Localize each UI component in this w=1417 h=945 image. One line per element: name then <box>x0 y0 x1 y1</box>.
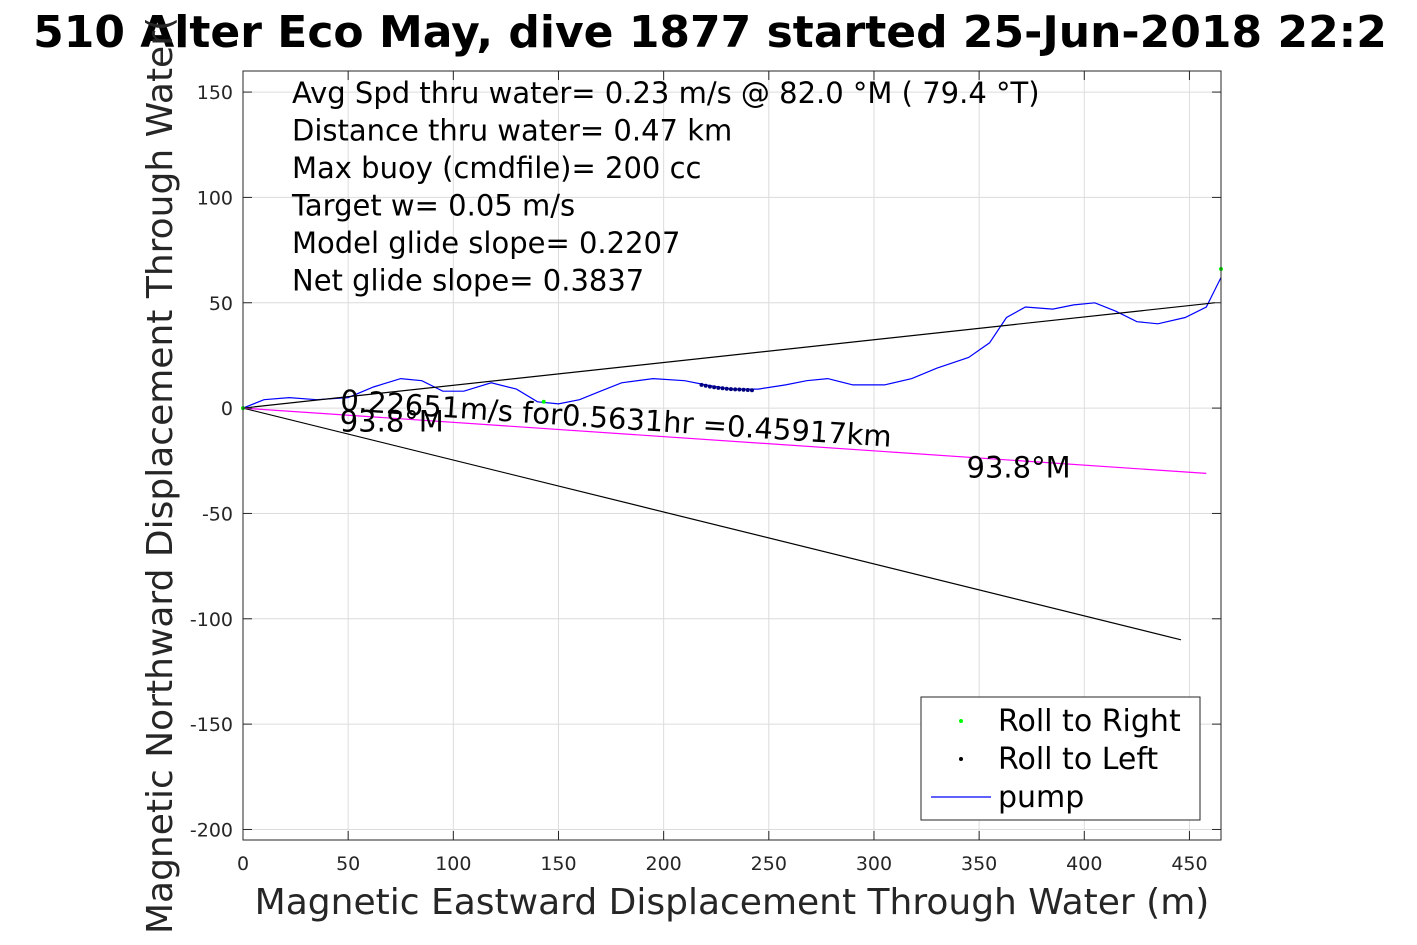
legend-swatch-roll-to-right <box>959 719 963 723</box>
x-axis-label: Magnetic Eastward Displacement Through W… <box>255 882 1210 923</box>
roll-to-left-point <box>733 387 738 392</box>
chart-title: 510 Alter Eco May, dive 1877 started 25-… <box>33 7 1387 58</box>
y-axis-label: Magnetic Northward Displacement Through … <box>140 17 181 934</box>
heading-annotation-end: 93.8°M <box>967 451 1071 485</box>
stats-block: Avg Spd thru water= 0.23 m/s @ 82.0 °M (… <box>291 76 1040 298</box>
x-tick-label: 50 <box>336 853 360 875</box>
x-tick-label: 400 <box>1066 853 1102 875</box>
legend-label-roll-to-right: Roll to Right <box>998 704 1181 739</box>
stat-line: Target w= 0.05 m/s <box>291 189 575 223</box>
y-tick-label: -100 <box>190 609 233 631</box>
roll-to-left-point <box>737 387 742 392</box>
tick-labels: 0 50 100 150 200 250 300 350 400 450 -200 -150 -100 -… <box>190 71 1221 875</box>
roll-to-left-point <box>745 387 750 392</box>
plot-frame <box>242 70 1222 841</box>
roll-to-left-point <box>724 386 729 391</box>
roll-to-left-point <box>707 384 712 389</box>
y-tick-label: -200 <box>190 819 233 841</box>
x-tick-label: 250 <box>751 853 787 875</box>
roll-to-left-point <box>741 387 746 392</box>
legend-swatch-roll-to-left <box>959 757 963 761</box>
x-tick-label: 450 <box>1171 853 1207 875</box>
x-tick-label: 300 <box>856 853 892 875</box>
y-tick-label: -150 <box>190 714 233 736</box>
roll-to-left-point <box>720 386 725 391</box>
reference-line <box>242 302 1215 409</box>
roll-to-left-point <box>749 388 754 393</box>
stat-line: Avg Spd thru water= 0.23 m/s @ 82.0 °M (… <box>292 76 1040 110</box>
y-tick-label: -50 <box>202 503 233 525</box>
x-tick-label: 350 <box>961 853 997 875</box>
y-tick-label: 0 <box>221 398 233 420</box>
x-tick-label: 0 <box>237 853 249 875</box>
x-tick-label: 200 <box>646 853 682 875</box>
reference-line <box>242 407 1207 474</box>
legend-label-pump: pump <box>998 780 1084 815</box>
roll-to-left-point <box>728 387 733 392</box>
stat-line: Model glide slope= 0.2207 <box>292 226 680 260</box>
x-tick-label: 100 <box>435 853 471 875</box>
series-layer <box>241 267 1223 641</box>
y-tick-label: 50 <box>209 293 233 315</box>
legend-label-roll-to-left: Roll to Left <box>998 742 1158 777</box>
y-tick-label: 100 <box>197 187 233 209</box>
heading-annotation-start: 93.8°M <box>340 404 444 438</box>
legend-box <box>920 696 1201 821</box>
stat-line: Net glide slope= 0.3837 <box>292 264 644 298</box>
reference-line <box>242 407 1182 641</box>
roll-to-left-point <box>703 383 708 388</box>
roll-to-right-point <box>541 399 546 404</box>
stat-line: Distance thru water= 0.47 km <box>292 114 732 148</box>
y-tick-label: 150 <box>197 82 233 104</box>
x-tick-label: 150 <box>540 853 576 875</box>
roll-to-left-point <box>712 385 717 390</box>
roll-to-left-point <box>699 382 704 387</box>
stat-line: Max buoy (cmdfile)= 200 cc <box>292 151 701 185</box>
roll-to-left-point <box>716 385 721 390</box>
